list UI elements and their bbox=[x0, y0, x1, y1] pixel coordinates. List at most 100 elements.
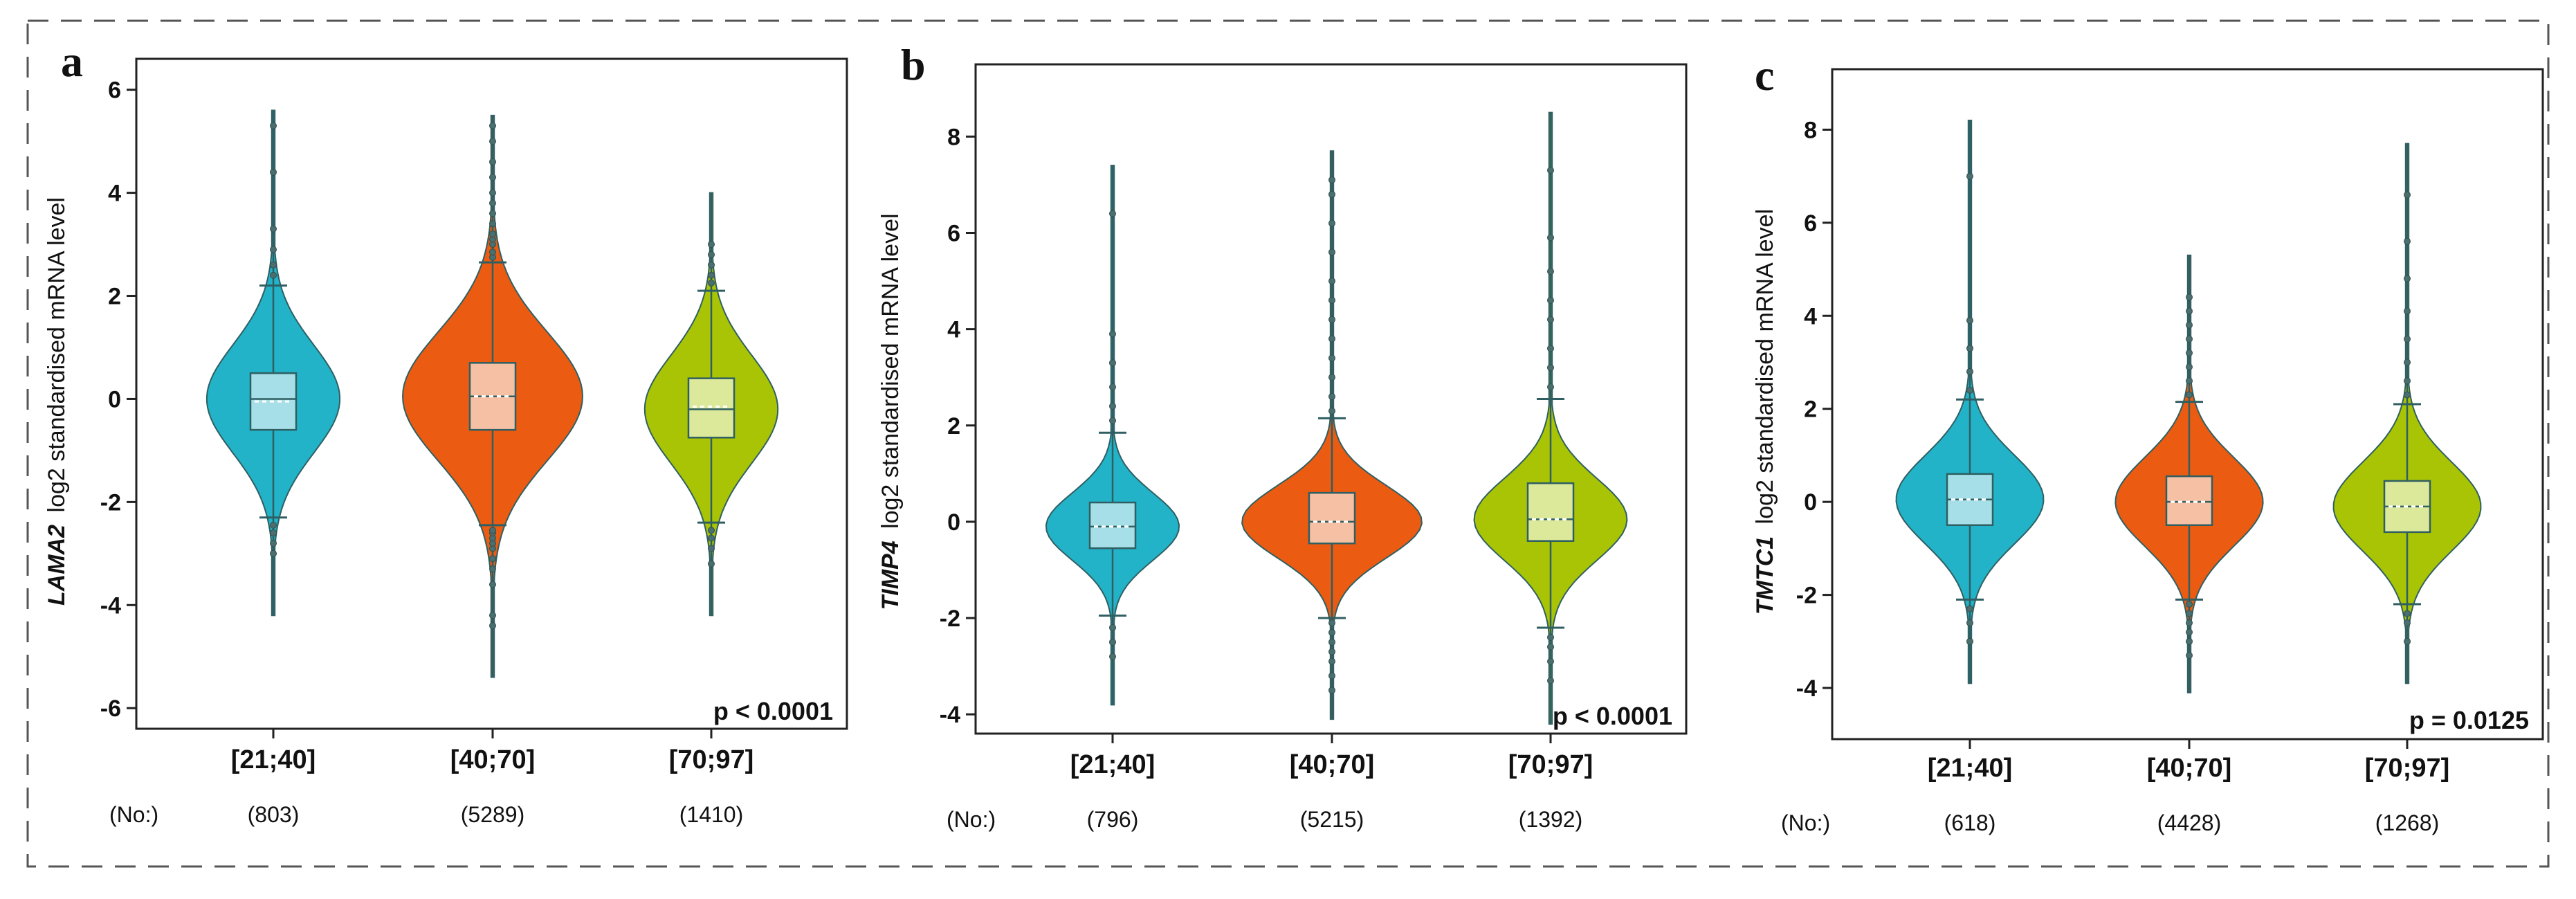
outlier-point bbox=[1547, 345, 1554, 352]
outlier-point bbox=[1547, 234, 1554, 242]
outlier-point bbox=[2186, 293, 2193, 301]
count-label: (1392) bbox=[1519, 807, 1583, 832]
outlier-point bbox=[489, 581, 496, 588]
box bbox=[1526, 482, 1575, 542]
y-tick-label: 0 bbox=[947, 509, 960, 536]
outlier-point bbox=[270, 521, 277, 529]
outlier-point bbox=[489, 122, 496, 129]
outlier-point bbox=[1328, 335, 1335, 343]
outlier-point bbox=[2404, 610, 2411, 617]
outlier-point bbox=[2186, 601, 2193, 608]
outlier-point bbox=[2404, 377, 2411, 385]
outlier-point bbox=[1547, 383, 1554, 391]
count-label: (1268) bbox=[2375, 810, 2440, 835]
outlier-point bbox=[1547, 364, 1554, 372]
category-label: [70;97] bbox=[2365, 754, 2450, 783]
category-label: [40;70] bbox=[450, 745, 536, 774]
outlier-point bbox=[1328, 190, 1335, 198]
outlier-point bbox=[1547, 316, 1554, 323]
outlier-point bbox=[2186, 335, 2193, 343]
outlier-point bbox=[1328, 354, 1335, 362]
outlier-point bbox=[1328, 219, 1335, 227]
outlier-point bbox=[1328, 176, 1335, 183]
outlier-point bbox=[708, 241, 715, 248]
outlier-point bbox=[1109, 638, 1116, 646]
outlier-point bbox=[1109, 417, 1116, 424]
y-axis-label-text: log2 standardised mRNA level bbox=[1752, 209, 1778, 524]
outlier-point bbox=[2186, 637, 2193, 645]
count-prefix: (No:) bbox=[1781, 810, 1830, 835]
outlier-point bbox=[708, 251, 715, 258]
outlier-point bbox=[489, 220, 496, 228]
outlier-point bbox=[270, 529, 277, 537]
count-prefix: (No:) bbox=[109, 802, 158, 827]
outlier-point bbox=[708, 545, 715, 552]
outlier-point bbox=[1328, 278, 1335, 285]
outlier-point bbox=[489, 612, 496, 619]
outlier-point bbox=[1966, 619, 1973, 626]
outlier-point bbox=[2404, 191, 2411, 199]
outlier-point bbox=[1328, 296, 1335, 304]
outlier-point bbox=[708, 560, 715, 567]
outlier-point bbox=[489, 622, 496, 630]
gene-name: TMTC1 bbox=[1752, 536, 1778, 615]
figure-dashed-border bbox=[26, 19, 2550, 868]
outlier-point bbox=[708, 527, 715, 534]
y-tick-label: 6 bbox=[1804, 210, 1817, 237]
outlier-point bbox=[1109, 402, 1116, 410]
outlier-point bbox=[270, 122, 277, 129]
count-label: (803) bbox=[248, 802, 300, 827]
outlier-point bbox=[1328, 316, 1335, 323]
outlier-point bbox=[1109, 359, 1116, 367]
outlier-point bbox=[489, 174, 496, 181]
outlier-point bbox=[270, 246, 277, 253]
category-label: [70;97] bbox=[1508, 750, 1593, 779]
outlier-point bbox=[489, 527, 496, 534]
p-value: p < 0.0001 bbox=[1553, 702, 1672, 730]
outlier-point bbox=[2404, 619, 2411, 626]
outlier-point bbox=[270, 271, 277, 279]
y-tick-label: 4 bbox=[108, 181, 121, 207]
category-label: [40;70] bbox=[2147, 754, 2232, 783]
outlier-point bbox=[1966, 637, 1973, 645]
outlier-point bbox=[2404, 307, 2411, 315]
outlier-point bbox=[2186, 307, 2193, 315]
y-tick-label: 2 bbox=[1804, 397, 1817, 423]
outlier-point bbox=[1966, 367, 1973, 375]
outlier-point bbox=[270, 225, 277, 233]
outlier-point bbox=[489, 138, 496, 145]
outlier-point bbox=[1109, 383, 1116, 391]
outlier-point bbox=[2186, 652, 2193, 659]
panel-letter: c bbox=[1755, 51, 1774, 100]
outlier-point bbox=[489, 230, 496, 238]
outlier-point bbox=[2404, 237, 2411, 245]
outlier-point bbox=[2404, 335, 2411, 343]
plot-area bbox=[1831, 68, 2544, 741]
y-tick-label: 6 bbox=[108, 78, 121, 104]
box bbox=[1088, 501, 1137, 550]
outlier-point bbox=[1547, 633, 1554, 641]
outlier-point bbox=[2404, 275, 2411, 282]
outlier-point bbox=[1328, 248, 1335, 256]
count-label: (618) bbox=[1944, 810, 1996, 835]
count-prefix: (No:) bbox=[947, 807, 996, 832]
y-tick-label: 6 bbox=[947, 220, 960, 246]
y-axis-label-text: log2 standardised mRNA level bbox=[44, 197, 70, 512]
outlier-point bbox=[708, 279, 715, 287]
outlier-point bbox=[1966, 345, 1973, 352]
outlier-point bbox=[1966, 386, 1973, 394]
y-tick-label: 8 bbox=[1804, 117, 1817, 143]
panel-a: a LAMA2 log2 standardised mRNA level -6-… bbox=[44, 37, 848, 827]
category-label: [70;97] bbox=[669, 745, 754, 774]
y-tick-label: -4 bbox=[940, 702, 960, 728]
outlier-point bbox=[2186, 377, 2193, 385]
panel-letter: a bbox=[61, 37, 83, 86]
p-value: p < 0.0001 bbox=[713, 697, 833, 725]
y-tick-label: 2 bbox=[947, 413, 960, 439]
outlier-point bbox=[1966, 605, 1973, 612]
plot-0-content: -6 -4 -2 0 2 4 6 [21;40] (803) [40;70] (5289) [70;9… bbox=[100, 78, 779, 827]
gene-name: LAMA2 bbox=[44, 525, 70, 606]
count-label: (4428) bbox=[2157, 810, 2222, 835]
y-tick-label: 8 bbox=[947, 124, 960, 150]
